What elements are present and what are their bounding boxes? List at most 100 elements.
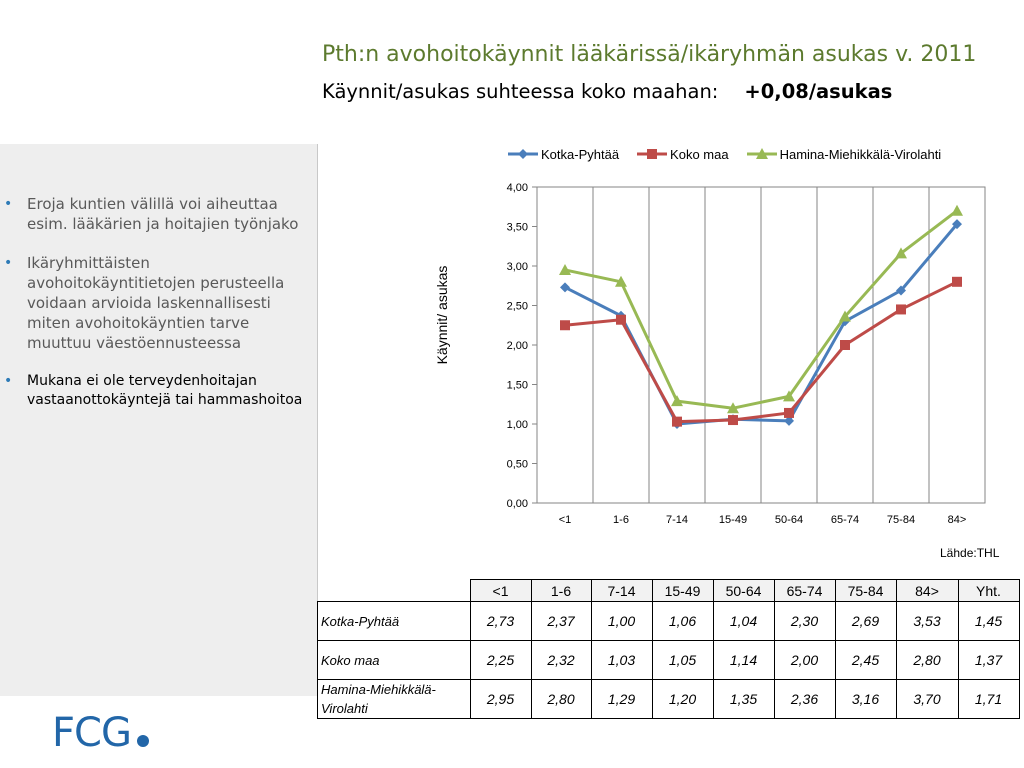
legend-item: Kotka-Pyhtää (508, 147, 619, 162)
y-tick-label: 2,00 (507, 340, 528, 352)
table-cell: 2,80 (530, 679, 592, 719)
table-header-row: <1 1-6 7-14 15-49 50-64 65-74 75-84 84> … (317, 579, 1020, 602)
table-cell: 2,25 (469, 640, 532, 680)
row-label: Kotka-Pyhtää (317, 601, 471, 641)
x-tick-label: 84> (948, 514, 967, 526)
legend-item: Hamina-Miehikkälä-Virolahti (746, 146, 942, 162)
legend-square-icon (637, 149, 668, 159)
data-point (559, 263, 571, 275)
legend-diamond-icon (508, 149, 538, 159)
y-tick-label: 0,00 (507, 498, 528, 510)
line-chart: 0,00 0,50 1,00 1,50 2,00 2,50 3,00 3,50 4,00 <1 1-… (434, 182, 986, 526)
table-cell: 1,14 (712, 640, 775, 680)
table-cell: 1,00 (590, 601, 653, 641)
legend-label: Kotka-Pyhtää (541, 146, 620, 162)
data-point (896, 285, 906, 296)
x-tick-label: 75-84 (887, 514, 915, 526)
data-point (727, 402, 739, 414)
subtitle-value: +0,08/asukas (744, 80, 893, 103)
data-point (615, 275, 627, 287)
table-cell: 1,29 (590, 679, 653, 719)
table-cell: 1,06 (651, 601, 714, 641)
bullet-dot-icon: • (4, 373, 13, 389)
y-tick-label: 0,50 (507, 459, 528, 471)
table-cell: 3,53 (895, 601, 959, 641)
subtitle-label: Käynnit/asukas suhteessa koko maahan: (322, 80, 719, 103)
legend-label: Hamina-Miehikkälä-Virolahti (779, 146, 942, 162)
data-point (560, 320, 570, 331)
table-row: Hamina-Miehikkälä-Virolahti 2,95 2,80 1,… (317, 679, 1020, 719)
table-cell: 1,71 (957, 679, 1020, 719)
table-cell: 2,00 (773, 640, 836, 680)
data-point (784, 407, 794, 418)
y-tick-label: 1,50 (507, 380, 528, 392)
bullet-dot-icon: • (4, 196, 13, 212)
column-header: 84> (895, 579, 959, 602)
column-header: 75-84 (834, 579, 897, 602)
x-tick-label: 15-49 (719, 514, 747, 526)
column-header: 65-74 (773, 579, 836, 602)
table-cell: 1,03 (590, 640, 653, 680)
data-point (895, 247, 907, 259)
series-line-2 (564, 280, 958, 424)
x-tick-label: 7-14 (666, 514, 688, 526)
bullet-text: Ikäryhmittäisten avohoitokäyntitietojen … (27, 254, 285, 352)
table-cell: 1,37 (957, 640, 1020, 680)
y-tick-label: 4,00 (507, 182, 528, 194)
table-cell: 3,16 (834, 679, 897, 719)
data-table: <1 1-6 7-14 15-49 50-64 65-74 75-84 84> … (317, 579, 1020, 719)
bullet-list: • Eroja kuntien välillä voi aiheuttaa esi… (0, 194, 317, 429)
data-point (840, 340, 850, 350)
legend-label: Koko maa (670, 146, 729, 162)
logo-dot-icon (136, 735, 149, 747)
table-cell: 2,69 (834, 601, 897, 641)
column-header: 1-6 (530, 579, 592, 602)
data-point (896, 304, 906, 315)
data-point (839, 310, 851, 322)
row-label: Hamina-Miehikkälä-Virolahti (317, 679, 471, 719)
table-row: Kotka-Pyhtää 2,73 2,37 1,00 1,06 1,04 2,… (317, 601, 1020, 641)
table-cell: 1,04 (712, 601, 775, 641)
slide-title: Pth:n avohoitokäynnit lääkärissä/ikäryhm… (322, 42, 977, 67)
table-cell: 1,35 (712, 679, 775, 719)
y-tick-label: 1,00 (507, 419, 528, 431)
column-header: <1 (469, 579, 532, 602)
table-cell: 2,36 (773, 679, 836, 719)
data-point (952, 219, 962, 230)
legend-item: Koko maa (637, 147, 729, 162)
data-point (952, 276, 962, 287)
table-cell: 1,05 (651, 640, 714, 680)
y-tick-label: 3,00 (507, 261, 528, 273)
data-point (616, 314, 626, 325)
source-note: Lähde:THL (940, 546, 1000, 560)
table-cell: 2,45 (834, 640, 897, 680)
data-point (560, 282, 570, 293)
data-point (728, 415, 738, 426)
table-row: Koko maa 2,25 2,32 1,03 1,05 1,14 2,00 2… (317, 640, 1020, 680)
bullet-item: • Ikäryhmittäisten avohoitokäyntitietojen… (0, 253, 317, 353)
column-header: 15-49 (651, 579, 714, 602)
series-line-3 (564, 209, 958, 410)
bullet-text: Mukana ei ole terveydenhoitajan vastaano… (27, 373, 303, 408)
y-axis-label: Käynnit/ asukas (434, 266, 450, 365)
data-point (672, 416, 682, 427)
legend-triangle-icon (746, 148, 777, 159)
bullet-text: Eroja kuntien välillä voi aiheuttaa esim… (27, 195, 299, 233)
table-cell: 2,95 (469, 679, 532, 719)
row-label: Koko maa (317, 640, 471, 680)
sidebar-panel: • Eroja kuntien välillä voi aiheuttaa esi… (0, 144, 318, 696)
chart-legend: Kotka-Pyhtää Koko maa Hamina-Miehikkälä-… (508, 144, 959, 164)
fcg-logo: FCG (52, 710, 149, 756)
y-tick-label: 2,50 (507, 301, 528, 313)
bullet-dot-icon: • (4, 255, 13, 271)
table-cell: 1,45 (957, 601, 1020, 641)
table-cell: 2,73 (469, 601, 532, 641)
data-point (783, 390, 795, 402)
x-tick-label: 65-74 (831, 514, 859, 526)
y-tick-label: 3,50 (507, 222, 528, 234)
table-corner-cell (317, 579, 471, 602)
column-header: 7-14 (590, 579, 653, 602)
bullet-item: • Eroja kuntien välillä voi aiheuttaa esi… (0, 194, 317, 234)
column-header: Yht. (957, 579, 1020, 602)
data-point (784, 415, 794, 426)
